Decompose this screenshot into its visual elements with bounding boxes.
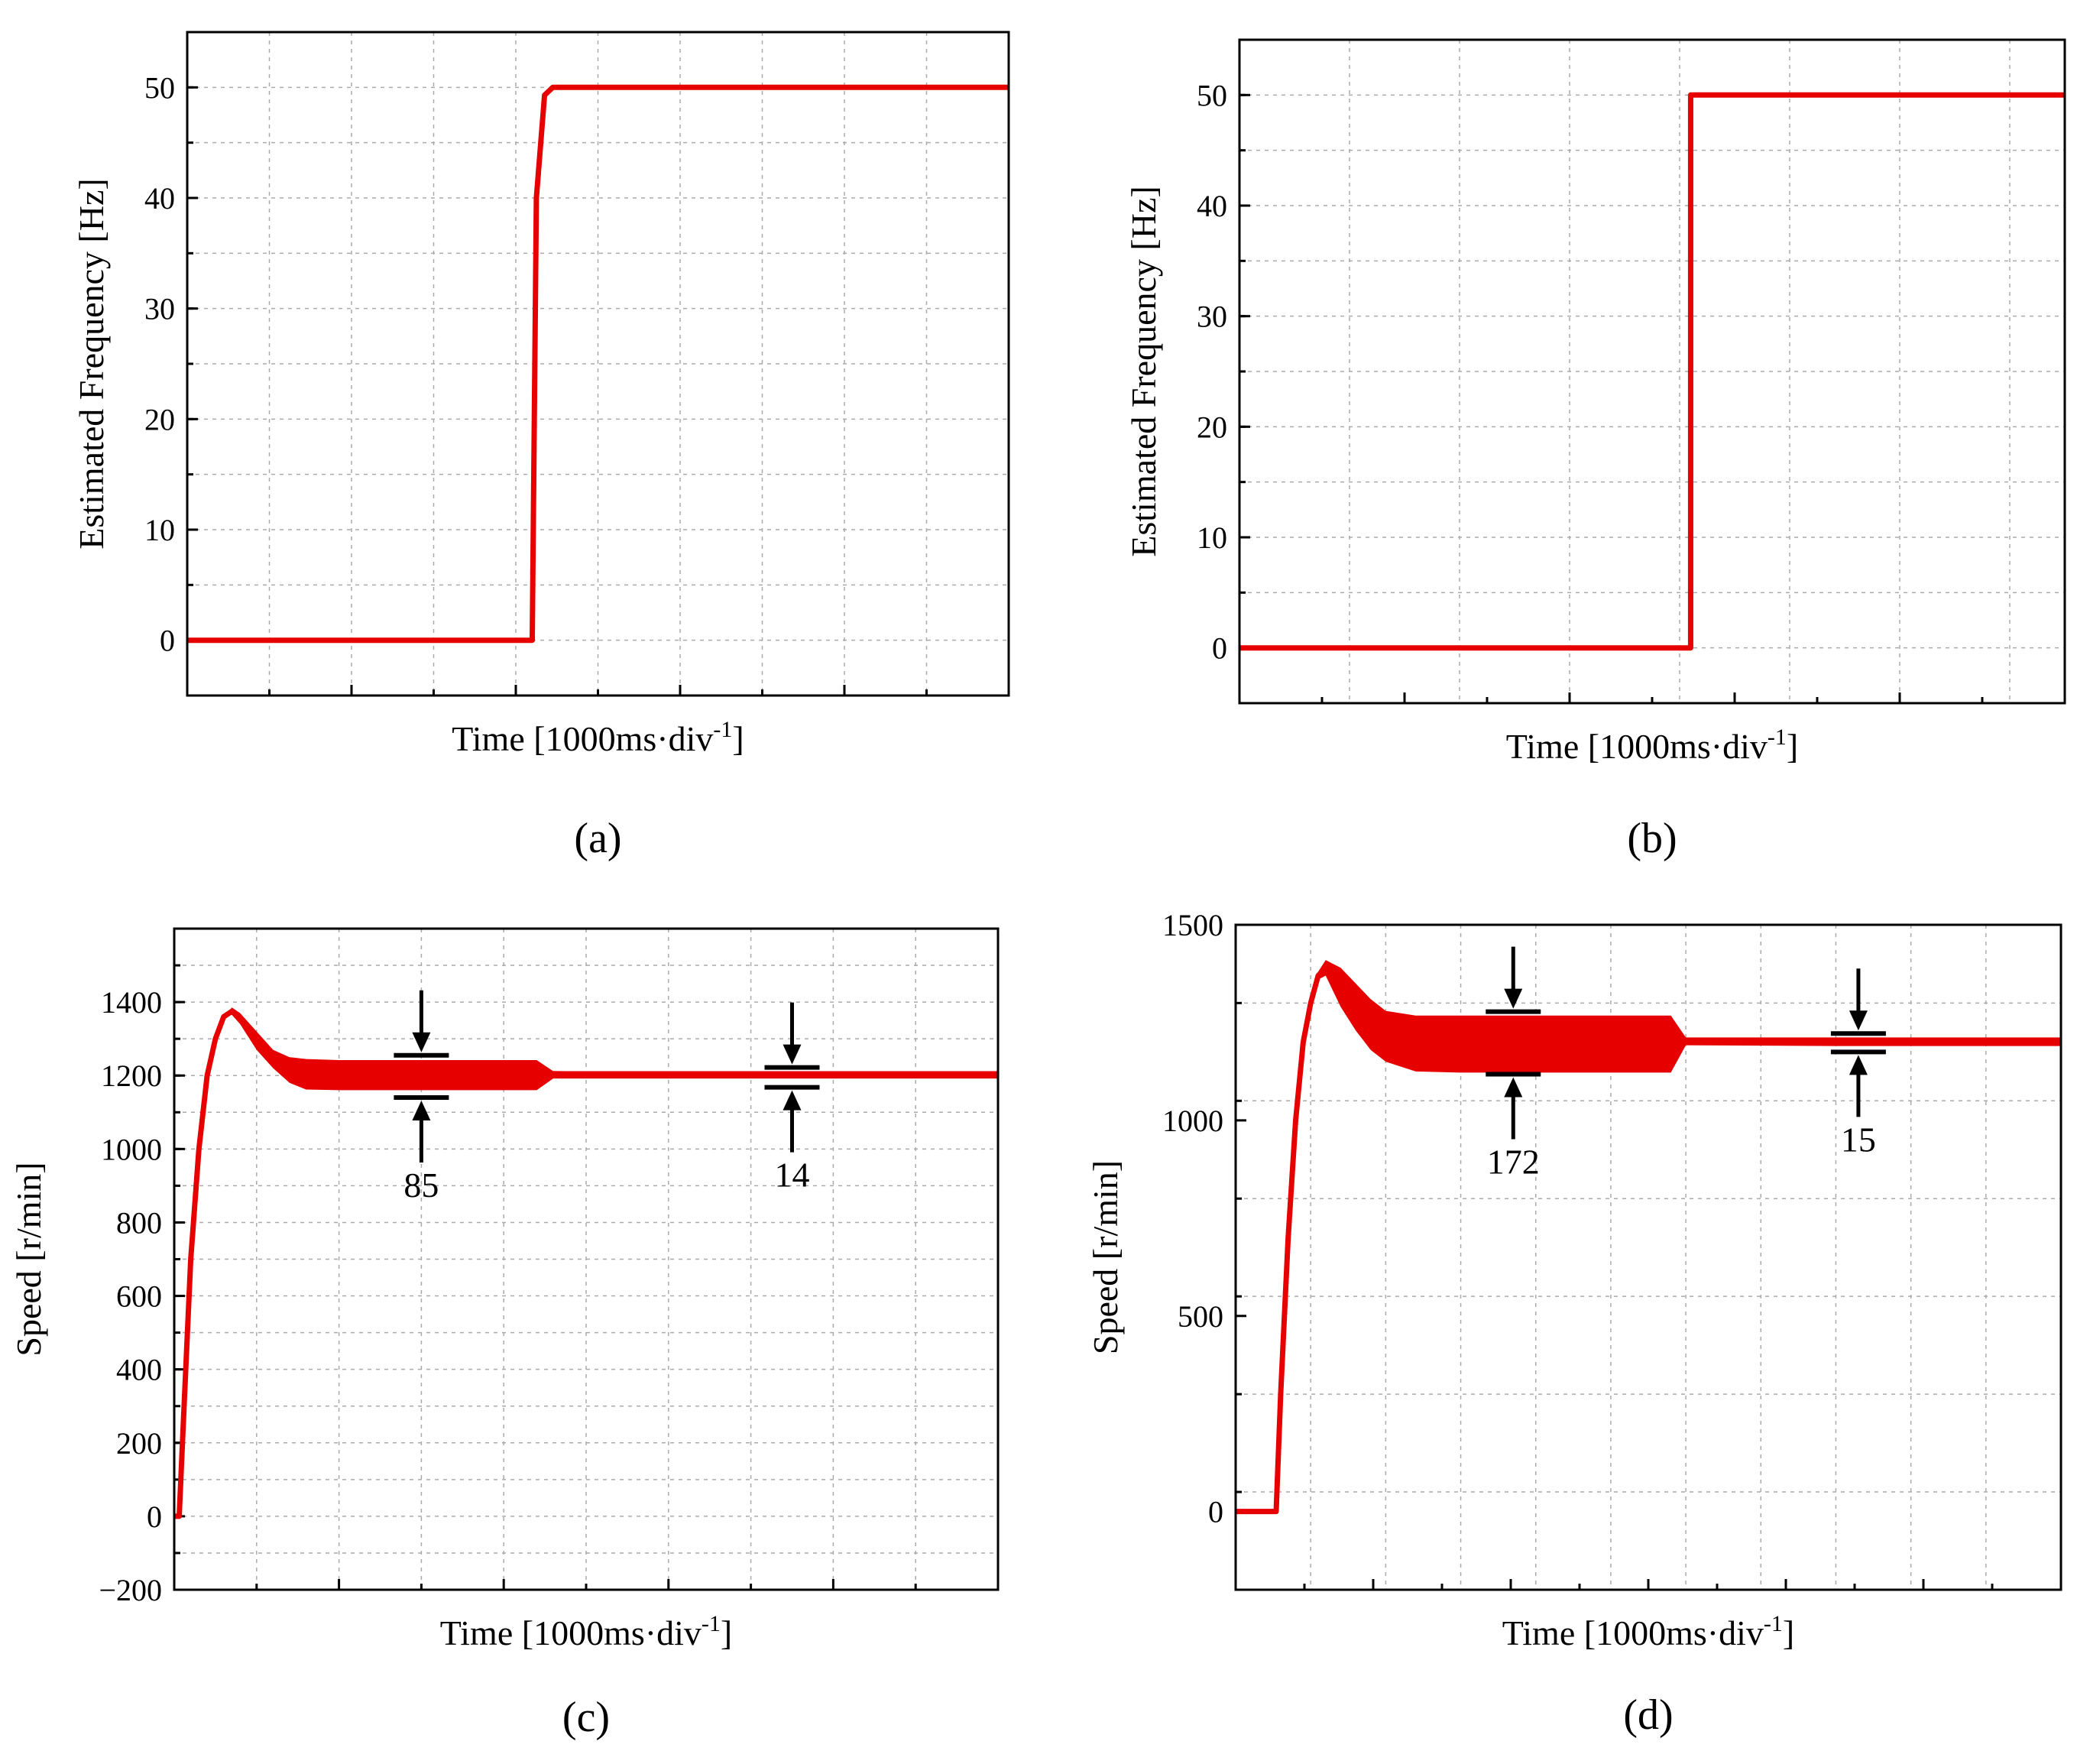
y-axis-title: Speed [r/min] bbox=[1086, 1160, 1125, 1354]
y-tick-label: 20 bbox=[1197, 410, 1227, 444]
y-tick-label: 0 bbox=[160, 624, 175, 658]
plot-frame bbox=[186, 31, 1010, 697]
oscillation-band bbox=[1236, 960, 2061, 1512]
x-axis-title-close: ] bbox=[721, 1613, 732, 1652]
y-tick-label: 0 bbox=[1208, 1495, 1223, 1529]
y-axis-title: Estimated Frequency [Hz] bbox=[1124, 186, 1163, 556]
panel-b: 0 10 20 30 40 50 Time [1000ms·div-1] Estimated … bbox=[1124, 38, 2066, 862]
y-axis-title: Speed [r/min] bbox=[9, 1162, 48, 1356]
x-axis-title-close: ] bbox=[1783, 1613, 1794, 1652]
x-axis-title-main: Time [1000ms·div bbox=[1506, 727, 1768, 766]
x-axis-title-main: Time [1000ms·div bbox=[1502, 1613, 1764, 1652]
y-tick-label: 50 bbox=[144, 70, 175, 105]
series-line-estimated-frequency bbox=[1239, 92, 2065, 651]
x-axis-title-close: ] bbox=[1787, 727, 1798, 766]
x-axis-title-main: Time [1000ms·div bbox=[440, 1613, 702, 1652]
y-tick-label: 800 bbox=[116, 1205, 162, 1240]
x-axis-title: Time [1000ms·div-1] bbox=[1506, 725, 1798, 766]
ripple-value-label: 15 bbox=[1841, 1120, 1876, 1159]
y-tick-label: 40 bbox=[144, 181, 175, 216]
plot-frame bbox=[173, 927, 1000, 1591]
ripple-value-label: 85 bbox=[403, 1166, 439, 1205]
y-tick-label: 30 bbox=[144, 292, 175, 326]
y-tick-label: 30 bbox=[1197, 300, 1227, 334]
panel-d: 0 500 1000 1500 172 15 Time [1000ms·div-1] Spee… bbox=[1086, 908, 2062, 1739]
x-axis-title-sup: -1 bbox=[1768, 725, 1787, 750]
y-tick-label: 40 bbox=[1197, 189, 1227, 223]
x-axis-title-main: Time [1000ms·div bbox=[452, 719, 713, 758]
panel-a: 0 10 20 30 40 50 Time [1000ms·div-1] Estimated … bbox=[72, 31, 1010, 862]
panel-c: −200 0 200 400 600 800 1000 1200 1400 85 14 Time [1… bbox=[9, 927, 1000, 1741]
y-tick-label: 200 bbox=[116, 1426, 162, 1461]
y-tick-label: 10 bbox=[1197, 520, 1227, 555]
plot-frame bbox=[1234, 923, 2062, 1591]
y-tick-label: 10 bbox=[144, 513, 175, 547]
y-tick-label: 1000 bbox=[1162, 1104, 1223, 1138]
arrow-up-icon bbox=[412, 1101, 431, 1121]
panel-caption: (a) bbox=[574, 815, 621, 862]
arrow-up-icon bbox=[1504, 1077, 1523, 1098]
y-tick-label: 0 bbox=[147, 1500, 162, 1534]
arrow-up-icon bbox=[783, 1090, 802, 1111]
y-tick-label: 0 bbox=[1212, 631, 1227, 666]
x-axis-title: Time [1000ms·div-1] bbox=[452, 717, 744, 758]
x-axis-title-sup: -1 bbox=[713, 717, 732, 742]
arrow-down-icon bbox=[412, 1032, 431, 1052]
x-axis-title: Time [1000ms·div-1] bbox=[440, 1611, 732, 1652]
x-axis-title-sup: -1 bbox=[1764, 1611, 1783, 1636]
arrow-down-icon bbox=[1504, 988, 1523, 1009]
y-tick-label: 20 bbox=[144, 402, 175, 436]
y-tick-label: 400 bbox=[116, 1353, 162, 1387]
y-tick-label: 1400 bbox=[101, 985, 162, 1020]
x-axis-title-sup: -1 bbox=[702, 1611, 721, 1636]
series-line-speed bbox=[1236, 965, 2061, 1515]
panel-caption: (d) bbox=[1623, 1691, 1673, 1739]
y-axis-title: Estimated Frequency [Hz] bbox=[72, 178, 111, 549]
ripple-value-label: 172 bbox=[1487, 1142, 1540, 1181]
oscillation-band bbox=[174, 1007, 998, 1516]
panel-caption: (c) bbox=[562, 1694, 610, 1741]
y-tick-label: 1000 bbox=[101, 1132, 162, 1166]
arrow-down-icon bbox=[1849, 1010, 1868, 1031]
y-tick-label: 1200 bbox=[101, 1059, 162, 1093]
y-tick-label: 1500 bbox=[1162, 908, 1223, 942]
arrow-up-icon bbox=[1849, 1055, 1868, 1075]
plot-frame bbox=[1238, 38, 2066, 705]
y-tick-label: 50 bbox=[1197, 78, 1227, 112]
arrow-down-icon bbox=[783, 1044, 802, 1065]
x-axis-title-close: ] bbox=[732, 719, 744, 758]
y-tick-label: −200 bbox=[99, 1573, 162, 1607]
x-axis-title: Time [1000ms·div-1] bbox=[1502, 1611, 1794, 1652]
panel-caption: (b) bbox=[1627, 815, 1677, 862]
y-tick-label: 500 bbox=[1178, 1299, 1223, 1334]
ripple-value-label: 14 bbox=[775, 1156, 810, 1195]
series-line-estimated-frequency bbox=[187, 84, 1009, 644]
series-line-speed bbox=[174, 1008, 998, 1519]
y-tick-label: 600 bbox=[116, 1279, 162, 1314]
